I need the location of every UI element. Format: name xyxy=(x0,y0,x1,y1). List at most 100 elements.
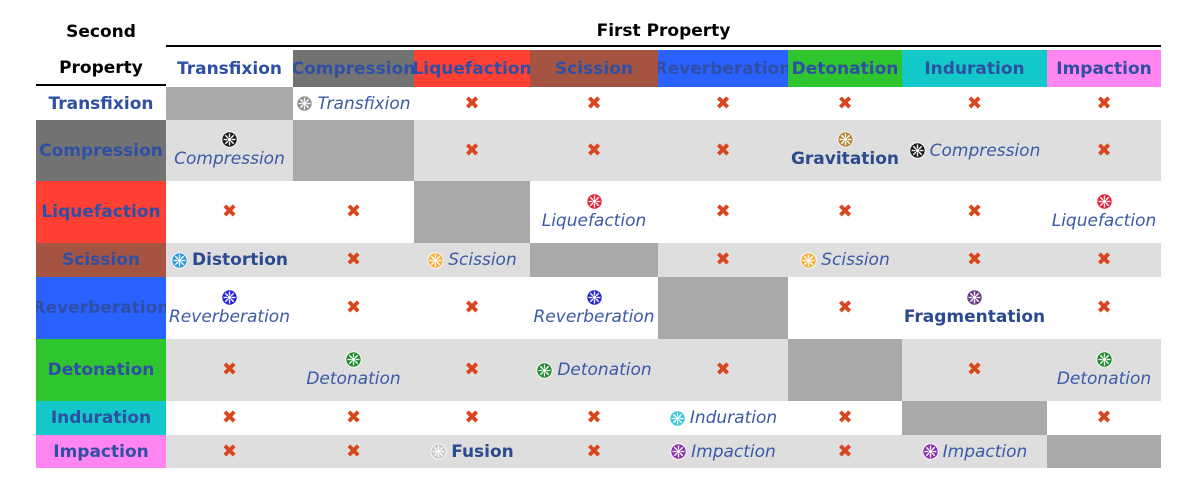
no-combination-cell: ✖ xyxy=(1047,120,1161,181)
result-label: Distortion xyxy=(192,250,288,270)
combination-cell: Liquefaction xyxy=(1047,181,1161,243)
diagonal-cell xyxy=(788,339,902,401)
combination-cell: Scission xyxy=(414,243,530,277)
no-combination-icon: ✖ xyxy=(1096,139,1112,161)
no-combination-icon: ✖ xyxy=(837,407,853,428)
column-header-reverberation: Reverberation xyxy=(658,50,788,87)
no-combination-icon: ✖ xyxy=(345,407,362,428)
column-header-compression: Compression xyxy=(293,50,414,87)
diagonal-cell xyxy=(530,243,658,277)
element-wheel-icon xyxy=(296,95,314,112)
no-combination-icon: ✖ xyxy=(966,249,983,270)
combination-cell: Induration xyxy=(658,401,788,435)
no-combination-icon: ✖ xyxy=(837,92,853,114)
no-combination-icon: ✖ xyxy=(837,440,853,462)
no-combination-icon: ✖ xyxy=(966,201,983,222)
combination-cell: Compression xyxy=(902,120,1047,181)
no-combination-icon: ✖ xyxy=(464,407,480,428)
row-header-label: Detonation xyxy=(47,360,155,380)
diagonal-cell xyxy=(293,120,414,181)
column-header-scission: Scission xyxy=(530,50,658,87)
no-combination-cell: ✖ xyxy=(902,87,1047,120)
column-header-label: Detonation xyxy=(791,58,899,79)
result-label: Compression xyxy=(929,140,1041,161)
combination-cell: Gravitation xyxy=(788,120,902,181)
result-label: Transfixion xyxy=(317,93,411,114)
no-combination-cell: ✖ xyxy=(166,401,293,435)
no-combination-cell: ✖ xyxy=(414,87,530,120)
diagonal-cell xyxy=(166,87,293,120)
no-combination-icon: ✖ xyxy=(1096,407,1112,428)
no-combination-cell: ✖ xyxy=(293,401,414,435)
no-combination-icon: ✖ xyxy=(715,92,731,114)
no-combination-cell: ✖ xyxy=(658,339,788,401)
no-combination-icon: ✖ xyxy=(1096,92,1112,114)
combination-cell: Transfixion xyxy=(293,87,414,120)
no-combination-cell: ✖ xyxy=(902,181,1047,243)
element-wheel-icon xyxy=(966,288,983,306)
result-label: Scission xyxy=(821,250,890,270)
combination-cell: Reverberation xyxy=(166,277,293,339)
no-combination-cell: ✖ xyxy=(658,120,788,181)
no-combination-icon: ✖ xyxy=(586,92,602,114)
corner-underline xyxy=(36,84,166,86)
result-label: Detonation xyxy=(557,360,652,380)
no-combination-cell: ✖ xyxy=(788,277,902,339)
element-wheel-icon xyxy=(922,443,939,460)
column-header-label: Reverberation xyxy=(658,58,788,79)
no-combination-cell: ✖ xyxy=(788,87,902,120)
no-combination-cell: ✖ xyxy=(902,339,1047,401)
element-wheel-icon xyxy=(345,350,362,368)
row-header-transfixion: Transfixion xyxy=(36,87,166,120)
no-combination-cell: ✖ xyxy=(658,87,788,120)
result-label: Gravitation xyxy=(790,149,900,169)
element-wheel-icon xyxy=(670,443,687,460)
diagonal-cell xyxy=(902,401,1047,435)
element-wheel-icon xyxy=(430,443,447,460)
combination-cell: Detonation xyxy=(530,339,658,401)
no-combination-icon: ✖ xyxy=(966,359,983,380)
no-combination-cell: ✖ xyxy=(788,401,902,435)
element-wheel-icon xyxy=(909,142,926,159)
column-header-transfixion: Transfixion xyxy=(166,50,293,87)
no-combination-icon: ✖ xyxy=(586,139,602,161)
no-combination-icon: ✖ xyxy=(966,92,983,114)
result-label: Scission xyxy=(448,250,517,270)
no-combination-cell: ✖ xyxy=(166,435,293,468)
element-wheel-icon xyxy=(585,192,603,210)
corner-line2: Property xyxy=(59,58,143,78)
element-wheel-icon xyxy=(800,251,817,269)
no-combination-icon: ✖ xyxy=(1096,249,1112,270)
no-combination-cell: ✖ xyxy=(1047,87,1161,120)
row-header-label: Reverberation xyxy=(36,298,166,318)
result-label: Liquefaction xyxy=(541,210,647,231)
column-header-liquefaction: Liquefaction xyxy=(414,50,530,87)
result-label: Liquefaction xyxy=(1051,210,1157,231)
result-label: Impaction xyxy=(942,441,1028,462)
row-header-reverberation: Reverberation xyxy=(36,277,166,339)
no-combination-icon: ✖ xyxy=(586,407,602,428)
no-combination-icon: ✖ xyxy=(221,359,238,380)
combination-cell: Compression xyxy=(166,120,293,181)
row-header-impaction: Impaction xyxy=(36,435,166,468)
row-header-induration: Induration xyxy=(36,401,166,435)
column-header-label: Impaction xyxy=(1056,58,1152,79)
no-combination-icon: ✖ xyxy=(345,201,362,222)
element-wheel-icon xyxy=(669,409,686,427)
no-combination-cell: ✖ xyxy=(1047,277,1161,339)
column-header-label: Liquefaction xyxy=(414,58,530,79)
column-header-label: Transfixion xyxy=(177,58,282,79)
no-combination-icon: ✖ xyxy=(1096,297,1112,318)
no-combination-icon: ✖ xyxy=(715,249,731,270)
no-combination-icon: ✖ xyxy=(221,440,238,462)
diagonal-cell xyxy=(1047,435,1161,468)
no-combination-cell: ✖ xyxy=(414,120,530,181)
no-combination-icon: ✖ xyxy=(345,249,362,270)
no-combination-cell: ✖ xyxy=(902,243,1047,277)
corner-line1: Second xyxy=(66,22,136,42)
element-wheel-icon xyxy=(1095,350,1113,368)
no-combination-icon: ✖ xyxy=(715,359,731,380)
element-wheel-icon xyxy=(836,131,854,148)
no-combination-cell: ✖ xyxy=(414,277,530,339)
no-combination-icon: ✖ xyxy=(464,297,480,318)
